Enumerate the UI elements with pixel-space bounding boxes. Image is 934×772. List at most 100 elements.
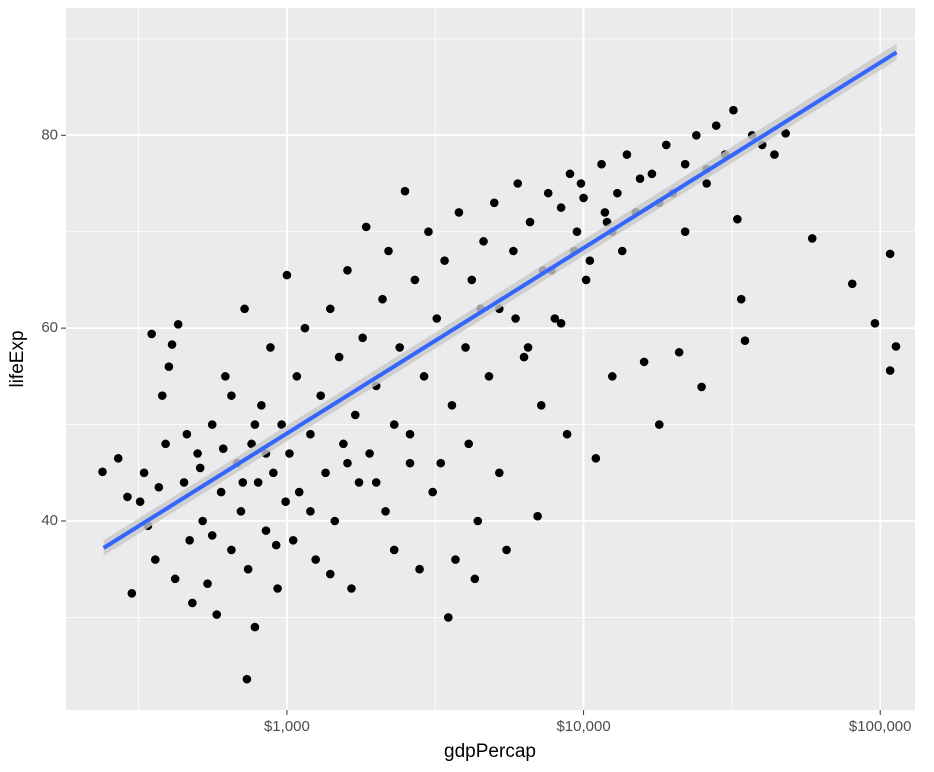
point	[405, 458, 415, 468]
y-tick-label: 60	[41, 319, 58, 336]
point	[253, 478, 263, 487]
point	[885, 249, 895, 259]
point	[711, 121, 721, 130]
point	[451, 555, 460, 564]
point	[227, 545, 236, 555]
point	[424, 227, 433, 237]
point	[613, 188, 622, 198]
point	[635, 174, 645, 183]
point	[203, 579, 212, 588]
point	[770, 150, 779, 159]
point	[384, 246, 393, 256]
point	[447, 400, 457, 410]
point	[415, 564, 424, 574]
point	[257, 400, 266, 410]
point	[311, 555, 320, 564]
point	[729, 105, 738, 115]
x-axis-title: gdpPercap	[444, 741, 536, 762]
point	[292, 372, 302, 381]
point	[479, 237, 488, 246]
point	[271, 540, 281, 550]
point	[639, 357, 649, 367]
y-tick-label: 40	[41, 512, 58, 529]
point	[242, 674, 252, 684]
point	[294, 487, 304, 497]
point	[316, 391, 326, 400]
point	[428, 487, 437, 497]
point	[585, 256, 595, 265]
point	[473, 516, 483, 526]
point	[157, 391, 167, 400]
point	[325, 304, 335, 314]
point	[350, 410, 360, 420]
point	[221, 372, 230, 381]
fit-line	[102, 50, 898, 550]
point	[419, 372, 429, 381]
point	[173, 319, 183, 329]
point	[680, 227, 690, 237]
point	[161, 439, 170, 449]
point	[339, 439, 348, 449]
point	[807, 234, 817, 243]
point	[781, 129, 790, 138]
point	[150, 555, 160, 564]
point	[98, 467, 107, 477]
point	[484, 372, 494, 381]
point	[617, 246, 627, 256]
point	[325, 569, 335, 579]
point	[591, 454, 601, 463]
point	[400, 186, 410, 196]
point	[227, 391, 236, 400]
point	[891, 342, 901, 351]
point	[885, 366, 895, 375]
point	[565, 169, 575, 179]
point	[207, 420, 217, 429]
point	[347, 584, 356, 593]
point	[300, 323, 310, 333]
axes: $1,000 $10,000 $100,000 40 60 80	[41, 126, 911, 735]
point	[378, 294, 387, 304]
point	[395, 343, 405, 352]
point	[579, 193, 588, 203]
point	[405, 429, 415, 439]
point	[330, 516, 340, 526]
point	[454, 208, 464, 217]
point	[281, 497, 290, 507]
point	[306, 507, 315, 516]
point	[733, 214, 742, 224]
point	[461, 343, 470, 352]
point	[179, 478, 189, 487]
point	[740, 336, 750, 345]
point	[185, 535, 194, 545]
point	[622, 150, 632, 159]
point	[432, 314, 442, 323]
point	[697, 382, 706, 392]
point	[556, 203, 566, 212]
point	[135, 497, 145, 507]
point	[123, 492, 132, 502]
point	[306, 429, 315, 439]
point	[250, 420, 260, 429]
point	[511, 314, 520, 323]
point	[389, 545, 399, 555]
point	[536, 400, 546, 410]
point	[266, 343, 275, 352]
point	[519, 352, 529, 362]
point	[139, 468, 149, 478]
point	[381, 507, 390, 516]
point	[182, 429, 192, 439]
point	[674, 347, 684, 357]
point	[410, 275, 420, 285]
point	[371, 478, 381, 487]
point	[533, 511, 542, 521]
point	[170, 574, 180, 584]
point	[247, 439, 256, 449]
x-tick-label: $10,000	[556, 718, 610, 735]
point	[250, 622, 260, 632]
point	[193, 449, 202, 458]
point	[261, 526, 271, 535]
point	[277, 420, 286, 429]
point	[467, 275, 477, 285]
point	[509, 246, 518, 256]
